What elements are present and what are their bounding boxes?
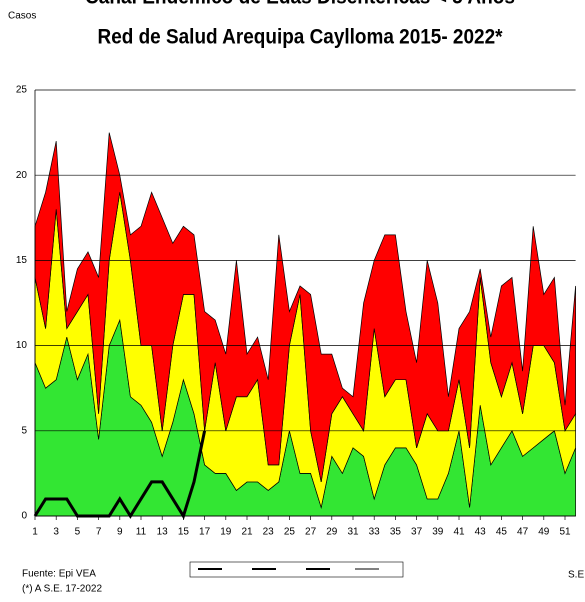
legend [189,561,404,578]
y-axis-label: Casos [8,11,36,22]
x-tick-label: 21 [241,527,253,538]
x-tick-label: 49 [538,527,550,538]
x-tick-label: 11 [136,527,147,538]
x-tick-label: 41 [453,527,465,538]
x-tick-label: 45 [496,527,508,538]
source: Fuente: Epi VEA [22,569,96,580]
x-tick-label: 9 [117,527,123,538]
x-tick-label: 39 [432,527,444,538]
x-tick-label: 17 [199,527,211,538]
x-tick-label: 27 [305,527,317,538]
x-tick-label: 3 [53,527,59,538]
x-tick-label: 15 [178,527,190,538]
y-tick-label: 25 [16,85,28,96]
area [34,132,576,482]
x-tick-label: 37 [411,527,423,538]
x-tick-label: 7 [96,527,102,538]
x-tick-label: 25 [284,527,296,538]
x-tick-label: 35 [390,527,402,538]
x-tick-label: 31 [347,527,359,538]
x-tick-label: 13 [157,527,169,538]
x-tick-label: 23 [263,527,275,538]
chart-title: Canal Endémico de Edas Disentéricas < 5 … [85,0,515,9]
y-tick-label: 0 [21,511,27,522]
legend-box [189,561,404,578]
x-tick-label: 19 [220,527,232,538]
chart-subtitle: Red de Salud Arequipa Caylloma 2015- 202… [98,26,504,49]
y-tick-label: 5 [21,425,27,436]
y-tick-label: 20 [16,170,28,181]
x-tick-label: 43 [475,527,487,538]
x-tick-label: 33 [369,527,381,538]
x-tick-label: 5 [75,527,81,538]
y-tick-label: 15 [16,255,28,266]
x-tick-label: 1 [32,527,38,538]
x-tick-label: 47 [517,527,529,538]
line [33,430,207,520]
note: (*) A S.E. 17-2022 [22,584,102,595]
x-tick-label: 29 [326,527,338,538]
x-tick-label: 51 [559,527,571,538]
y-tick-label: 10 [16,340,28,351]
x-axis-label: S.E [568,570,584,581]
